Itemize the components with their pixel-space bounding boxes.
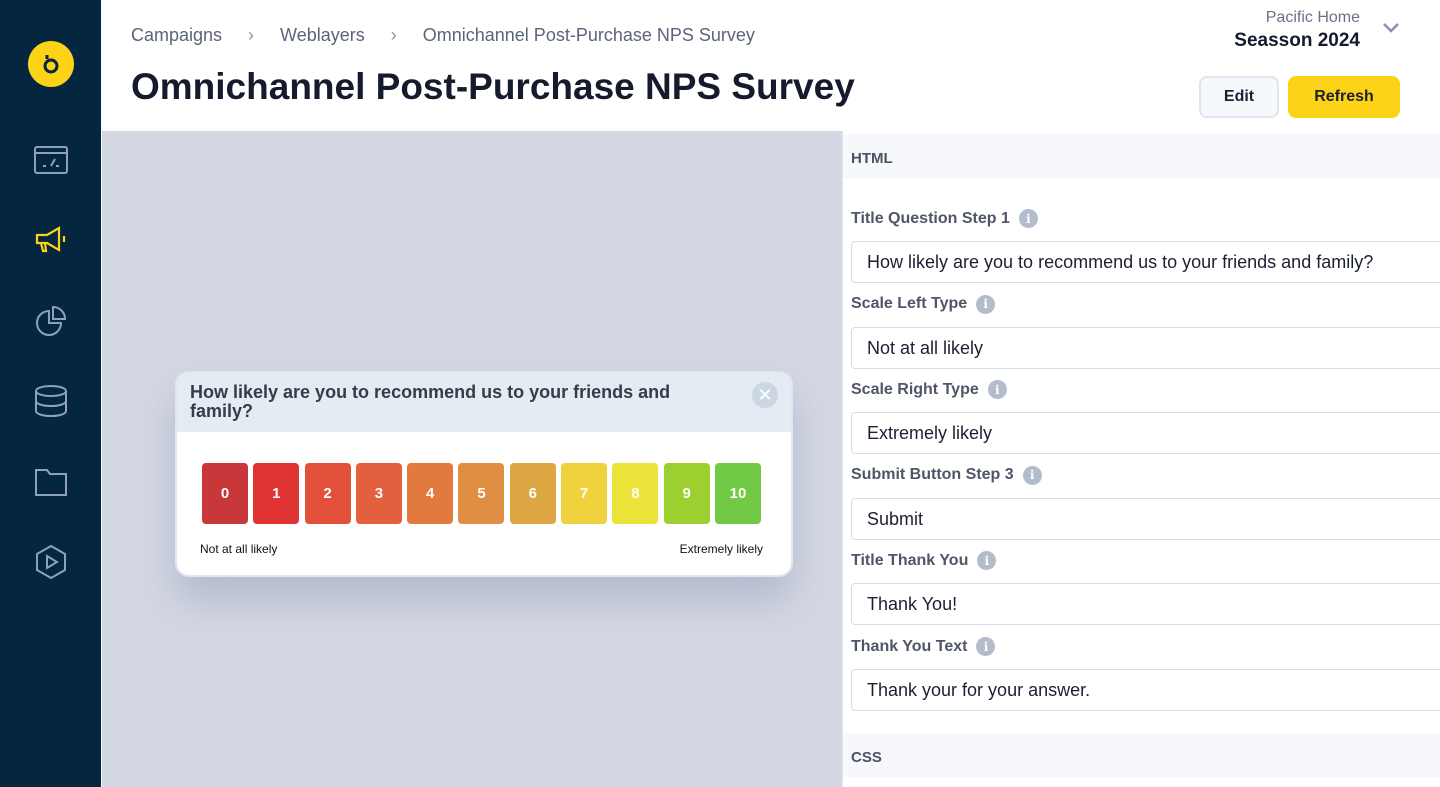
sidebar <box>0 0 101 787</box>
field-label-text: Scale Left Type <box>851 295 968 313</box>
page-title: Omnichannel Post-Purchase NPS Survey <box>131 66 855 107</box>
logo-icon <box>43 55 59 74</box>
info-icon[interactable]: i <box>976 294 996 314</box>
field-input[interactable]: Submit <box>851 497 1440 540</box>
scale-left-label: Not at all likely <box>200 542 278 556</box>
chevron-right-icon: › <box>248 25 255 45</box>
breadcrumb: Campaigns › Weblayers › Omnichannel Post… <box>131 25 755 46</box>
field-input[interactable]: Thank your for your answer. <box>851 669 1440 711</box>
sidebar-item-files[interactable] <box>30 461 72 503</box>
field-label-text: Title Thank You <box>851 551 969 569</box>
preview-canvas: How likely are you to recommend us to yo… <box>102 131 842 787</box>
field-input[interactable]: Extremely likely <box>851 412 1440 455</box>
score-button-4[interactable]: 4 <box>407 463 454 524</box>
section-css[interactable]: CSS <box>843 733 1440 777</box>
score-button-5[interactable]: 5 <box>458 463 505 524</box>
chevron-down-icon[interactable] <box>1382 22 1400 34</box>
sidebar-item-analytics[interactable] <box>30 300 72 342</box>
dashboard-gauge-icon <box>34 146 68 174</box>
field-input[interactable]: Not at all likely <box>851 326 1440 369</box>
field-label-text: Thank You Text <box>851 637 968 655</box>
field-input[interactable]: How likely are you to recommend us to yo… <box>851 241 1440 283</box>
info-icon[interactable]: i <box>1022 465 1042 485</box>
score-button-2[interactable]: 2 <box>304 463 351 524</box>
field-label-text: Submit Button Step 3 <box>851 466 1014 484</box>
sidebar-item-campaigns[interactable] <box>30 219 72 261</box>
field-label: Thank You Text i <box>851 637 996 656</box>
survey-question: How likely are you to recommend us to yo… <box>177 373 791 432</box>
score-button-1[interactable]: 1 <box>253 463 300 524</box>
project-name: Seasson 2024 <box>1234 30 1360 51</box>
settings-panel: HTML Title Question Step 1 i How likely ar… <box>842 131 1440 787</box>
sidebar-item-database[interactable] <box>30 380 72 422</box>
pie-chart-icon <box>36 305 67 336</box>
chevron-right-icon: › <box>390 25 397 45</box>
field-input[interactable]: Thank You! <box>851 583 1440 626</box>
scale-right-label: Extremely likely <box>679 542 763 556</box>
field-label: Scale Left Type i <box>851 294 996 314</box>
folder-icon <box>35 469 67 496</box>
database-icon <box>35 385 67 418</box>
refresh-button[interactable]: Refresh <box>1288 76 1400 118</box>
play-hexagon-icon <box>36 544 66 580</box>
breadcrumb-weblayers[interactable]: Weblayers <box>280 25 365 45</box>
org-name: Pacific Home <box>1265 9 1360 26</box>
field-label: Scale Right Type i <box>851 380 1007 400</box>
section-html[interactable]: HTML <box>843 134 1440 178</box>
field-label-text: Scale Right Type <box>851 380 979 398</box>
edit-button[interactable]: Edit <box>1199 76 1279 118</box>
logo[interactable] <box>28 41 74 87</box>
field-label: Title Question Step 1 i <box>851 209 1038 228</box>
score-button-9[interactable]: 9 <box>663 463 710 524</box>
breadcrumb-campaigns[interactable]: Campaigns <box>131 25 223 45</box>
score-button-6[interactable]: 6 <box>509 463 556 524</box>
header: Campaigns › Weblayers › Omnichannel Post… <box>101 0 1440 131</box>
project-switcher[interactable]: Pacific Home Seasson 2024 <box>1234 9 1360 52</box>
megaphone-icon <box>35 226 66 253</box>
breadcrumb-current: Omnichannel Post-Purchase NPS Survey <box>422 25 755 45</box>
field-label: Title Thank You i <box>851 551 997 571</box>
sidebar-item-dashboard[interactable] <box>30 139 72 181</box>
sidebar-item-media[interactable] <box>30 541 72 583</box>
score-button-8[interactable]: 8 <box>612 463 659 524</box>
field-label: Submit Button Step 3 i <box>851 465 1042 485</box>
score-button-7[interactable]: 7 <box>561 463 608 524</box>
score-button-3[interactable]: 3 <box>355 463 402 524</box>
close-icon[interactable]: ✕ <box>752 382 778 408</box>
score-button-10[interactable]: 10 <box>714 463 761 524</box>
info-icon[interactable]: i <box>1018 209 1038 228</box>
info-icon[interactable]: i <box>977 551 997 571</box>
nps-scale: 0 1 2 3 4 5 6 7 8 9 10 <box>202 463 761 524</box>
info-icon[interactable]: i <box>976 637 996 656</box>
nps-survey-popup: How likely are you to recommend us to yo… <box>175 371 793 577</box>
field-label-text: Title Question Step 1 <box>851 209 1010 227</box>
score-button-0[interactable]: 0 <box>202 463 248 524</box>
info-icon[interactable]: i <box>987 380 1007 400</box>
